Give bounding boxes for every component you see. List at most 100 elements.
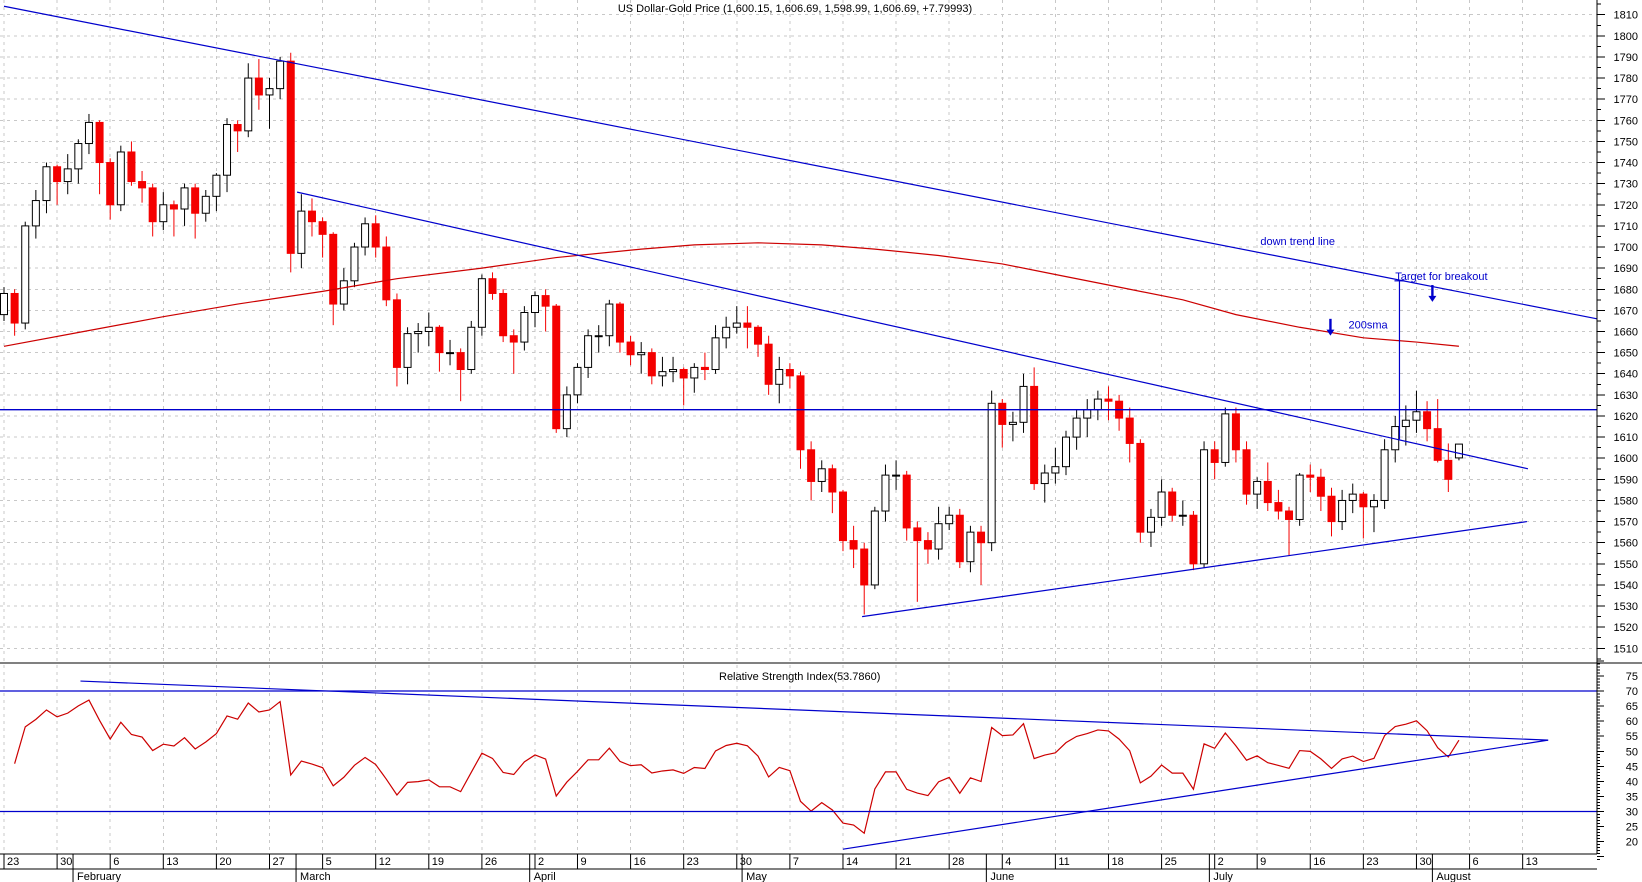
rsi-tick-label: 65 [1626,701,1638,713]
rsi-line [14,699,1460,835]
price-tick-label: 1800 [1614,31,1638,43]
chart-title: US Dollar-Gold Price (1,600.15, 1,606.69… [618,3,972,15]
candle-body [318,221,327,235]
candle-body [276,60,285,90]
rsi-title: Relative Strength Index(53.7860) [719,671,880,683]
candle-body [615,303,624,343]
candle-body [1380,449,1389,501]
week-tick-label: 23 [1366,856,1378,868]
candle-body [626,341,635,356]
target-breakout-label[interactable]: Target for breakout [1395,271,1487,283]
candle-body [1423,411,1432,430]
week-tick-label: 11 [1058,856,1069,868]
week-tick-label: 30 [1419,856,1431,868]
price-tick-label: 1690 [1614,263,1638,275]
week-tick-label: 6 [113,856,119,868]
candle-body [881,474,890,512]
price-tick-label: 1590 [1614,474,1638,486]
candle-body [945,514,954,525]
candle-body [1189,514,1198,565]
price-tick-label: 1520 [1614,622,1638,634]
candle-body [159,204,168,223]
candle-body [977,531,986,544]
candle-body [531,295,539,313]
candle-body [732,322,741,328]
candle-body [403,333,412,368]
candle-body [180,187,189,210]
down-trend-line-label[interactable]: down trend line [1260,236,1335,248]
candle-body [520,311,529,343]
month-label: May [746,871,767,882]
week-tick-label: 4 [1005,856,1011,868]
candle-body [1263,480,1272,504]
candle-body [700,366,709,371]
price-tick-label: 1650 [1614,348,1638,360]
candle-body [1285,510,1294,520]
week-tick-label: 9 [1260,856,1266,868]
candle-body [63,168,72,183]
rsi-path [14,699,1460,835]
candle-body [1253,480,1262,495]
candle-body [382,246,391,301]
week-tick-label: 13 [1526,856,1538,868]
candle-body [637,352,646,356]
candlestick-series [0,52,1463,615]
candle-body [106,162,115,206]
candle-body [424,326,433,333]
candle-body [913,527,922,542]
month-label: March [300,871,331,882]
candle-body [1146,516,1155,533]
price-tick-label: 1750 [1614,136,1638,148]
candle-body [1200,449,1209,565]
rsi-tick-label: 35 [1626,791,1638,803]
candle-body [0,292,8,316]
month-label: August [1436,871,1470,882]
candle-body [371,223,380,248]
rsi-tick-label: 20 [1626,837,1638,849]
candle-body [1369,499,1378,508]
candle-body [817,468,826,482]
rsi-down-trend-line[interactable] [80,680,1549,741]
candle-body [223,124,232,176]
candle-body [1051,466,1060,474]
sma-200-line [3,242,1459,347]
candle-body [297,210,306,254]
candle-body [1348,493,1357,501]
candle-body [1444,459,1453,480]
price-tick-label: 1640 [1614,369,1638,381]
candle-body [1093,398,1102,411]
candle-body [669,369,678,373]
candle-body [605,303,614,337]
candle-body [1316,476,1325,497]
price-tick-label: 1780 [1614,73,1638,85]
lower-up-trend-line[interactable] [862,520,1527,618]
candle-body [722,326,731,339]
candle-body [828,468,837,493]
target-breakout-arrow-head[interactable] [1428,295,1437,302]
candle-body [1008,421,1017,425]
candle-body [584,335,593,368]
week-tick-label: 2 [538,856,544,868]
candle-body [1168,491,1177,516]
upper-down-trend-line[interactable] [3,5,1598,320]
candle-body [807,449,816,482]
candle-body [1210,449,1219,463]
week-tick-label: 19 [432,856,444,868]
candle-body [201,195,210,214]
candle-body [1401,419,1410,428]
inner-down-trend-line[interactable] [296,191,1529,470]
candle-body [796,375,805,451]
candle-body [1231,413,1240,451]
price-tick-label: 1680 [1614,284,1638,296]
candle-body [435,326,444,354]
week-tick-label: 18 [1111,856,1123,868]
week-tick-label: 16 [1313,856,1325,868]
candle-body [1136,442,1145,533]
week-tick-label: 28 [952,856,964,868]
price-tick-label: 1580 [1614,495,1638,507]
rsi-up-trend-line[interactable] [842,739,1549,850]
sma-label[interactable]: 200sma [1348,319,1388,331]
sma-arrow-head[interactable] [1326,329,1335,336]
